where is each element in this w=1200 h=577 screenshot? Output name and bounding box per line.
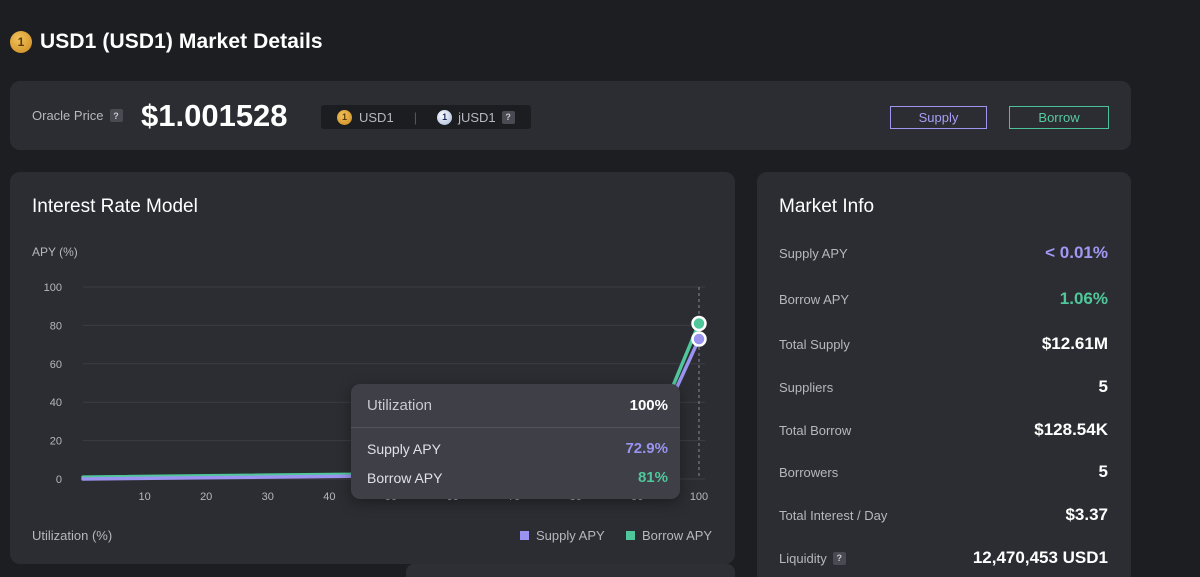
market-info-row-total-supply: Total Supply $12.61M <box>779 334 1108 354</box>
legend-borrow-apy[interactable]: Borrow APY <box>626 528 712 543</box>
market-info-title: Market Info <box>779 196 875 217</box>
page-title-text: USD1 (USD1) Market Details <box>40 30 323 53</box>
tooltip-supply-value: 72.9% <box>625 440 668 457</box>
market-info-label: Total Interest / Day <box>779 507 888 523</box>
market-info-row-borrowers: Borrowers 5 <box>779 462 1108 482</box>
market-info-label: Liquidity ? <box>779 551 846 566</box>
tooltip-utilization-row: Utilization 100% <box>367 397 668 414</box>
market-info-row-liquidity: Liquidity ? 12,470,453 USD1 <box>779 548 1108 568</box>
token-jusd1[interactable]: 1 jUSD1 ? <box>437 109 515 125</box>
tooltip-divider <box>351 427 680 428</box>
oracle-price-bar: Oracle Price ? $1.001528 1 USD1 | 1 jUSD… <box>10 81 1131 150</box>
help-icon[interactable]: ? <box>832 551 846 565</box>
tooltip-borrow-label: Borrow APY <box>367 469 443 486</box>
market-info-row-total-borrow: Total Borrow $128.54K <box>779 420 1108 440</box>
market-info-row-total-interest-day: Total Interest / Day $3.37 <box>779 505 1108 525</box>
token-usd1[interactable]: 1 USD1 <box>337 109 394 125</box>
tooltip-borrow-row: Borrow APY 81% <box>367 469 668 486</box>
interest-rate-model-title: Interest Rate Model <box>32 196 198 217</box>
market-info-label: Borrow APY <box>779 291 850 307</box>
x-tick-label: 10 <box>138 491 150 503</box>
legend-borrow-swatch <box>626 531 635 540</box>
market-info-label: Borrowers <box>779 464 839 480</box>
y-axis-label: APY (%) <box>32 245 78 259</box>
legend-borrow-label: Borrow APY <box>642 528 713 543</box>
token-jusd1-label: jUSD1 <box>458 109 496 125</box>
page-title: 1 USD1 (USD1) Market Details <box>10 27 323 57</box>
y-tick-label: 100 <box>44 282 62 294</box>
help-icon[interactable]: ? <box>501 110 515 124</box>
market-info-row-borrow-apy: Borrow APY 1.06% <box>779 289 1108 309</box>
token-usd1-label: USD1 <box>359 109 394 125</box>
market-info-label: Supply APY <box>779 245 848 261</box>
legend-supply-apy[interactable]: Supply APY <box>520 528 605 543</box>
jusd1-coin-icon: 1 <box>437 109 453 125</box>
x-tick-label: 20 <box>200 491 212 503</box>
market-info-row-suppliers: Suppliers 5 <box>779 377 1108 397</box>
y-tick-label: 40 <box>50 397 62 409</box>
tooltip-borrow-value: 81% <box>637 469 668 486</box>
market-info-value: 1.06% <box>1059 289 1108 308</box>
legend-supply-swatch <box>520 531 529 540</box>
market-info-label: Total Borrow <box>779 422 852 438</box>
market-info-value: $128.54K <box>1034 420 1108 439</box>
usd1-coin-icon: 1 <box>10 31 32 53</box>
market-info-value: $3.37 <box>1065 505 1108 524</box>
market-info-label: Suppliers <box>779 379 834 395</box>
market-info-value: 5 <box>1098 462 1108 481</box>
y-tick-label: 20 <box>50 436 62 448</box>
chart-tooltip: Utilization 100% Supply APY 72.9% Borrow… <box>351 384 680 499</box>
tooltip-supply-label: Supply APY <box>367 440 441 457</box>
x-axis-label: Utilization (%) <box>32 528 113 543</box>
supply-button[interactable]: Supply <box>890 106 987 129</box>
token-pill: 1 USD1 | 1 jUSD1 ? <box>321 105 531 129</box>
market-info-value: < 0.01% <box>1045 243 1108 262</box>
market-info-card: Market Info Supply APY < 0.01% Borrow AP… <box>757 172 1131 577</box>
market-info-value: $12.61M <box>1041 334 1108 353</box>
usd1-coin-icon: 1 <box>337 109 352 125</box>
help-icon[interactable]: ? <box>109 109 123 122</box>
x-tick-label: 40 <box>323 491 335 503</box>
y-tick-label: 80 <box>50 320 62 332</box>
token-separator: | <box>413 109 418 125</box>
market-info-row-supply-apy: Supply APY < 0.01% <box>779 243 1108 263</box>
oracle-price-label: Oracle Price ? <box>32 108 123 123</box>
oracle-price-value: $1.001528 <box>141 98 288 133</box>
interest-rate-chart[interactable]: 020406080100102030405060708090100 <box>10 172 735 564</box>
x-tick-label: 100 <box>690 491 708 503</box>
y-tick-label: 0 <box>56 474 62 486</box>
next-card-edge <box>406 564 735 577</box>
borrow-apy-hover-dot <box>691 315 707 332</box>
tooltip-utilization-label: Utilization <box>367 397 433 414</box>
market-info-value: 12,470,453 USD1 <box>972 548 1108 567</box>
legend-supply-label: Supply APY <box>536 528 605 543</box>
x-tick-label: 30 <box>262 491 274 503</box>
y-tick-label: 60 <box>50 359 62 371</box>
market-info-label: Total Supply <box>779 336 850 352</box>
tooltip-utilization-value: 100% <box>629 397 668 414</box>
market-info-label-text: Liquidity <box>779 550 827 566</box>
interest-rate-model-card: Interest Rate Model APY (%) 0 20 40 60 80 100… <box>10 172 735 564</box>
tooltip-supply-row: Supply APY 72.9% <box>367 440 668 457</box>
borrow-button[interactable]: Borrow <box>1009 106 1109 129</box>
supply-apy-hover-dot <box>691 331 707 347</box>
market-info-value: 5 <box>1098 377 1108 396</box>
oracle-price-label-text: Oracle Price <box>32 108 104 123</box>
